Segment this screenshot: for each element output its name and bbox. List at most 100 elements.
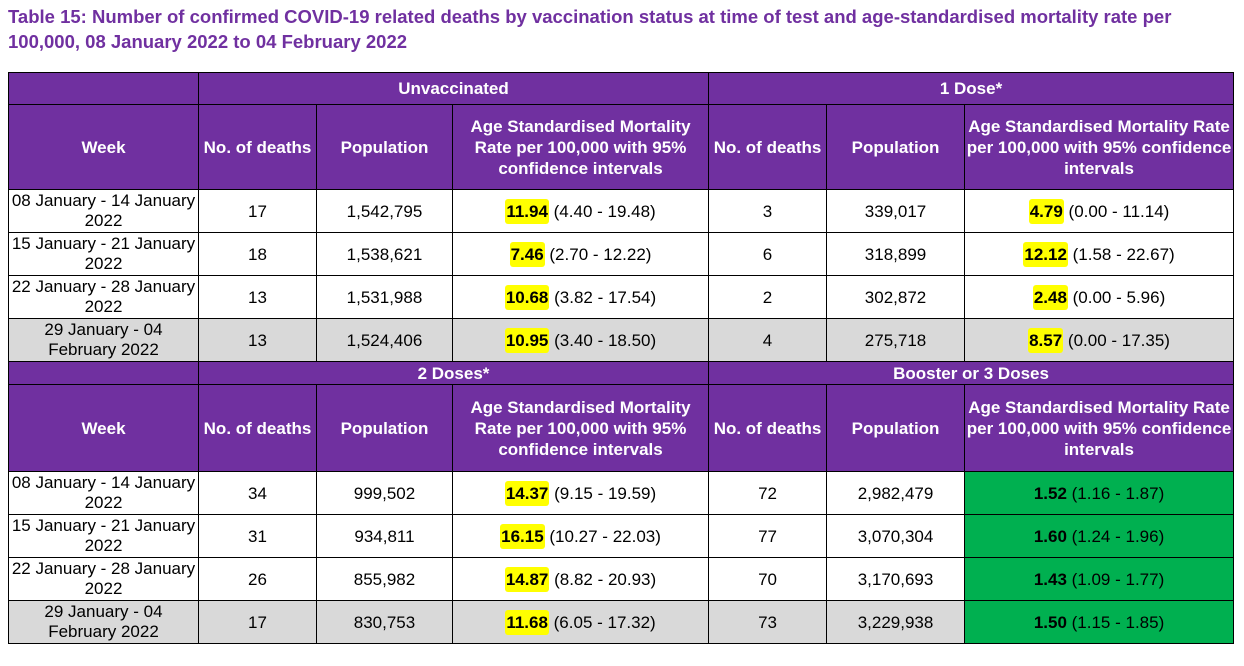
population-cell: 855,982 [316,557,453,601]
week-cell: 22 January - 28 January 2022 [8,275,199,319]
rate-cell: 8.57 (0.00 - 17.35) [964,318,1235,362]
col-population: Population [316,104,453,190]
rate-cell: 10.95 (3.40 - 18.50) [451,318,710,362]
deaths-cell: 13 [198,318,317,362]
population-cell: 3,170,693 [826,557,966,601]
population-cell: 999,502 [316,471,453,515]
deaths-cell: 17 [198,600,317,644]
rate-ci: (2.70 - 12.22) [544,244,652,264]
rate-cell: 1.52 (1.16 - 1.87) [964,471,1235,515]
group-header-blank [8,361,199,385]
population-value: 318,899 [864,244,927,264]
rate-ci: (1.24 - 1.96) [1066,526,1165,546]
rate-value: 10.68 [504,284,550,310]
week-label: 08 January - 14 January 2022 [11,473,196,512]
rate-cell: 16.15 (10.27 - 22.03) [451,514,710,558]
deaths-value: 70 [758,569,777,589]
deaths-cell: 72 [708,471,828,515]
rate-cell: 14.37 (9.15 - 19.59) [451,471,710,515]
col-deaths: No. of deaths [708,104,828,190]
deaths-value: 13 [248,287,267,307]
population-value: 3,070,304 [857,526,934,546]
table-row: 15 January - 21 January 2022 18 1,538,62… [8,232,1235,276]
rate-value: 11.94 [505,198,549,224]
week-label: 29 January - 04 February 2022 [44,602,163,641]
rate-value: 10.95 [504,327,550,353]
week-label: 22 January - 28 January 2022 [11,277,196,316]
col-week: Week [8,104,199,190]
population-value: 1,531,988 [346,287,423,307]
section-two-doses-booster: 08 January - 14 January 2022 34 999,502 … [8,471,1235,644]
col-deaths: No. of deaths [198,384,317,472]
deaths-value: 17 [248,201,267,221]
group-header-row: 2 Doses* Booster or 3 Doses [8,361,1235,385]
deaths-cell: 17 [198,189,317,233]
deaths-cell: 2 [708,275,828,319]
deaths-cell: 3 [708,189,828,233]
group-header-blank [8,72,199,105]
rate-ci: (0.00 - 11.14) [1063,201,1170,221]
deaths-value: 4 [762,330,773,350]
col-population: Population [316,384,453,472]
group-one-dose: 1 Dose* [708,72,1235,105]
week-label: 15 January - 21 January 2022 [11,516,196,555]
deaths-cell: 13 [198,275,317,319]
column-header-row: Week No. of deaths Population Age Standa… [8,384,1235,472]
rate-ci: (4.40 - 19.48) [548,201,656,221]
table-title: Table 15: Number of confirmed COVID-19 r… [8,6,1172,52]
population-value: 339,017 [864,201,927,221]
week-label: 08 January - 14 January 2022 [11,191,196,230]
population-value: 3,229,938 [857,612,934,632]
rate-ci: (8.82 - 20.93) [549,569,657,589]
week-label: 29 January - 04 February 2022 [44,320,163,359]
deaths-value: 77 [758,526,777,546]
col-asmr: Age Standardised Mortality Rate per 100,… [964,384,1235,472]
deaths-value: 73 [758,612,777,632]
rate-ci: (1.58 - 22.67) [1067,244,1175,264]
rate-ci: (3.40 - 18.50) [549,330,657,350]
rate-value: 1.43 [1033,569,1067,589]
population-cell: 318,899 [826,232,966,276]
col-population: Population [826,104,966,190]
rate-cell: 11.94 (4.40 - 19.48) [451,189,710,233]
week-cell: 22 January - 28 January 2022 [8,557,199,601]
group-two-doses: 2 Doses* [197,361,710,385]
rate-ci: (1.15 - 1.85) [1066,612,1165,632]
table-row: 22 January - 28 January 2022 26 855,982 … [8,557,1235,601]
population-value: 830,753 [353,612,416,632]
column-header-row: Week No. of deaths Population Age Standa… [8,104,1235,190]
deaths-cell: 77 [708,514,828,558]
deaths-cell: 34 [198,471,317,515]
rate-cell: 7.46 (2.70 - 12.22) [451,232,710,276]
population-cell: 1,531,988 [316,275,453,319]
population-cell: 1,538,621 [316,232,453,276]
group-header-row: Unvaccinated 1 Dose* [8,72,1235,105]
rate-value: 7.46 [509,241,545,267]
rate-cell: 12.12 (1.58 - 22.67) [964,232,1235,276]
table-row: 08 January - 14 January 2022 17 1,542,79… [8,189,1235,233]
rate-value: 14.87 [504,566,550,592]
deaths-value: 3 [762,201,773,221]
rate-value: 11.68 [505,609,549,635]
population-cell: 275,718 [826,318,966,362]
deaths-value: 2 [762,287,773,307]
population-cell: 1,524,406 [316,318,453,362]
col-population: Population [826,384,966,472]
deaths-value: 17 [248,612,267,632]
rate-value: 8.57 [1028,327,1064,353]
table-row: 29 January - 04 February 2022 17 830,753… [8,600,1235,644]
rate-ci: (10.27 - 22.03) [544,526,661,546]
rate-ci: (0.00 - 5.96) [1067,287,1166,307]
population-value: 275,718 [864,330,927,350]
population-cell: 302,872 [826,275,966,319]
rate-cell: 1.43 (1.09 - 1.77) [964,557,1235,601]
rate-ci: (9.15 - 19.59) [549,483,657,503]
deaths-value: 72 [758,483,777,503]
deaths-value: 6 [762,244,773,264]
week-label: 22 January - 28 January 2022 [11,559,196,598]
rate-ci: (3.82 - 17.54) [549,287,657,307]
deaths-cell: 6 [708,232,828,276]
col-deaths: No. of deaths [198,104,317,190]
population-cell: 934,811 [316,514,453,558]
week-cell: 15 January - 21 January 2022 [8,514,199,558]
